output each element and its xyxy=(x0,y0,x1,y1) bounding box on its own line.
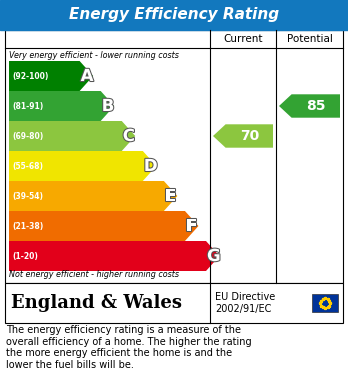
Text: Current: Current xyxy=(223,34,263,44)
Text: A: A xyxy=(81,67,94,85)
Polygon shape xyxy=(9,121,135,151)
Text: (39-54): (39-54) xyxy=(12,192,43,201)
Polygon shape xyxy=(213,124,273,148)
Text: Energy Efficiency Rating: Energy Efficiency Rating xyxy=(69,7,279,23)
Text: 85: 85 xyxy=(306,99,325,113)
Polygon shape xyxy=(9,241,220,271)
Bar xyxy=(312,294,338,312)
Text: EU Directive
2002/91/EC: EU Directive 2002/91/EC xyxy=(215,292,275,314)
Bar xyxy=(5,30,343,283)
Polygon shape xyxy=(9,151,156,181)
Polygon shape xyxy=(9,91,114,121)
Bar xyxy=(5,283,343,323)
Polygon shape xyxy=(9,61,93,91)
Bar xyxy=(0,0,348,30)
Text: Potential: Potential xyxy=(286,34,332,44)
Text: D: D xyxy=(144,157,158,175)
Text: (55-68): (55-68) xyxy=(12,161,43,170)
Polygon shape xyxy=(9,211,198,241)
Polygon shape xyxy=(279,94,340,118)
Text: (21-38): (21-38) xyxy=(12,221,43,231)
Text: B: B xyxy=(102,97,114,115)
Text: England & Wales: England & Wales xyxy=(11,294,182,312)
Text: (81-91): (81-91) xyxy=(12,102,43,111)
Text: Very energy efficient - lower running costs: Very energy efficient - lower running co… xyxy=(9,51,179,60)
Text: C: C xyxy=(123,127,135,145)
Text: (69-80): (69-80) xyxy=(12,131,43,140)
Text: (1-20): (1-20) xyxy=(12,251,38,260)
Text: G: G xyxy=(207,247,221,265)
Text: Not energy efficient - higher running costs: Not energy efficient - higher running co… xyxy=(9,270,179,279)
Text: (92-100): (92-100) xyxy=(12,72,48,81)
Text: 70: 70 xyxy=(240,129,259,143)
Text: E: E xyxy=(165,187,176,205)
Polygon shape xyxy=(9,181,177,211)
Text: The energy efficiency rating is a measure of the
overall efficiency of a home. T: The energy efficiency rating is a measur… xyxy=(6,325,252,370)
Text: F: F xyxy=(186,217,197,235)
